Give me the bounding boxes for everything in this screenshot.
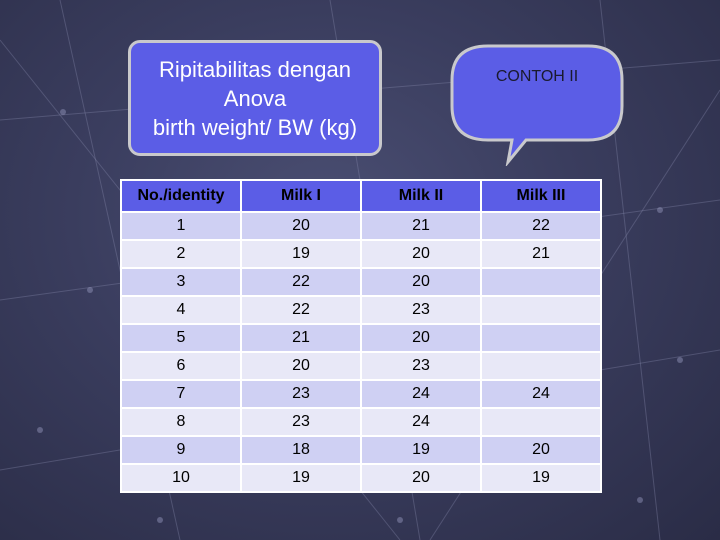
table-cell: 21: [240, 323, 362, 353]
table-cell: 22: [240, 295, 362, 325]
table-cell: 8: [120, 407, 242, 437]
table-cell: 5: [120, 323, 242, 353]
table-cell: [480, 267, 602, 297]
table-cell: 20: [360, 267, 482, 297]
table-row: 2 19 20 21: [120, 239, 602, 269]
table-row: 8 23 24: [120, 407, 602, 437]
header-milk-3: Milk III: [480, 179, 602, 213]
table-cell: 21: [360, 211, 482, 241]
table-cell: 3: [120, 267, 242, 297]
header-row: No./identity Milk I Milk II Milk III: [120, 179, 602, 213]
table-row: 10 19 20 19: [120, 463, 602, 493]
table-cell: 23: [240, 379, 362, 409]
header-identity: No./identity: [120, 179, 242, 213]
table-cell: 19: [360, 435, 482, 465]
title-box: Ripitabilitas dengan Anova birth weight/…: [128, 40, 382, 156]
table-row: 7 23 24 24: [120, 379, 602, 409]
table-cell: 21: [480, 239, 602, 269]
speech-bubble: [450, 44, 624, 166]
header-milk-1: Milk I: [240, 179, 362, 213]
table-cell: 1: [120, 211, 242, 241]
table-cell: 23: [360, 351, 482, 381]
table-cell: 20: [360, 463, 482, 493]
table-cell: 2: [120, 239, 242, 269]
table-cell: 18: [240, 435, 362, 465]
title-line-3: birth weight/ BW (kg): [152, 114, 358, 140]
table-cell: [480, 407, 602, 437]
table-cell: 23: [240, 407, 362, 437]
table-row: 6 20 23: [120, 351, 602, 381]
table-cell: [480, 323, 602, 353]
table-row: 9 18 19 20: [120, 435, 602, 465]
table-cell: 10: [120, 463, 242, 493]
table-cell: 20: [240, 211, 362, 241]
table-cell: 20: [360, 239, 482, 269]
table-cell: 22: [240, 267, 362, 297]
table-cell: 20: [480, 435, 602, 465]
header-milk-2: Milk II: [360, 179, 482, 213]
table-cell: 23: [360, 295, 482, 325]
table-cell: 24: [480, 379, 602, 409]
table-cell: 24: [360, 407, 482, 437]
table-cell: 19: [240, 463, 362, 493]
table-cell: 19: [480, 463, 602, 493]
title-line-1: Ripitabilitas dengan: [158, 56, 352, 82]
title-line-2: Anova: [223, 85, 287, 111]
table-row: 5 21 20: [120, 323, 602, 353]
table-row: 1 20 21 22: [120, 211, 602, 241]
table-cell: 20: [360, 323, 482, 353]
table-cell: 4: [120, 295, 242, 325]
table-cell: 22: [480, 211, 602, 241]
table-cell: 6: [120, 351, 242, 381]
table-row: 4 22 23: [120, 295, 602, 325]
table-cell: 7: [120, 379, 242, 409]
table-cell: 24: [360, 379, 482, 409]
table-cell: [480, 351, 602, 381]
table-cell: 19: [240, 239, 362, 269]
table-row: 3 22 20: [120, 267, 602, 297]
callout-label: CONTOH II: [495, 68, 579, 85]
table-cell: 9: [120, 435, 242, 465]
table-cell: [480, 295, 602, 325]
data-table: No./identity Milk I Milk II Milk III 1 20…: [120, 179, 602, 493]
table-cell: 20: [240, 351, 362, 381]
